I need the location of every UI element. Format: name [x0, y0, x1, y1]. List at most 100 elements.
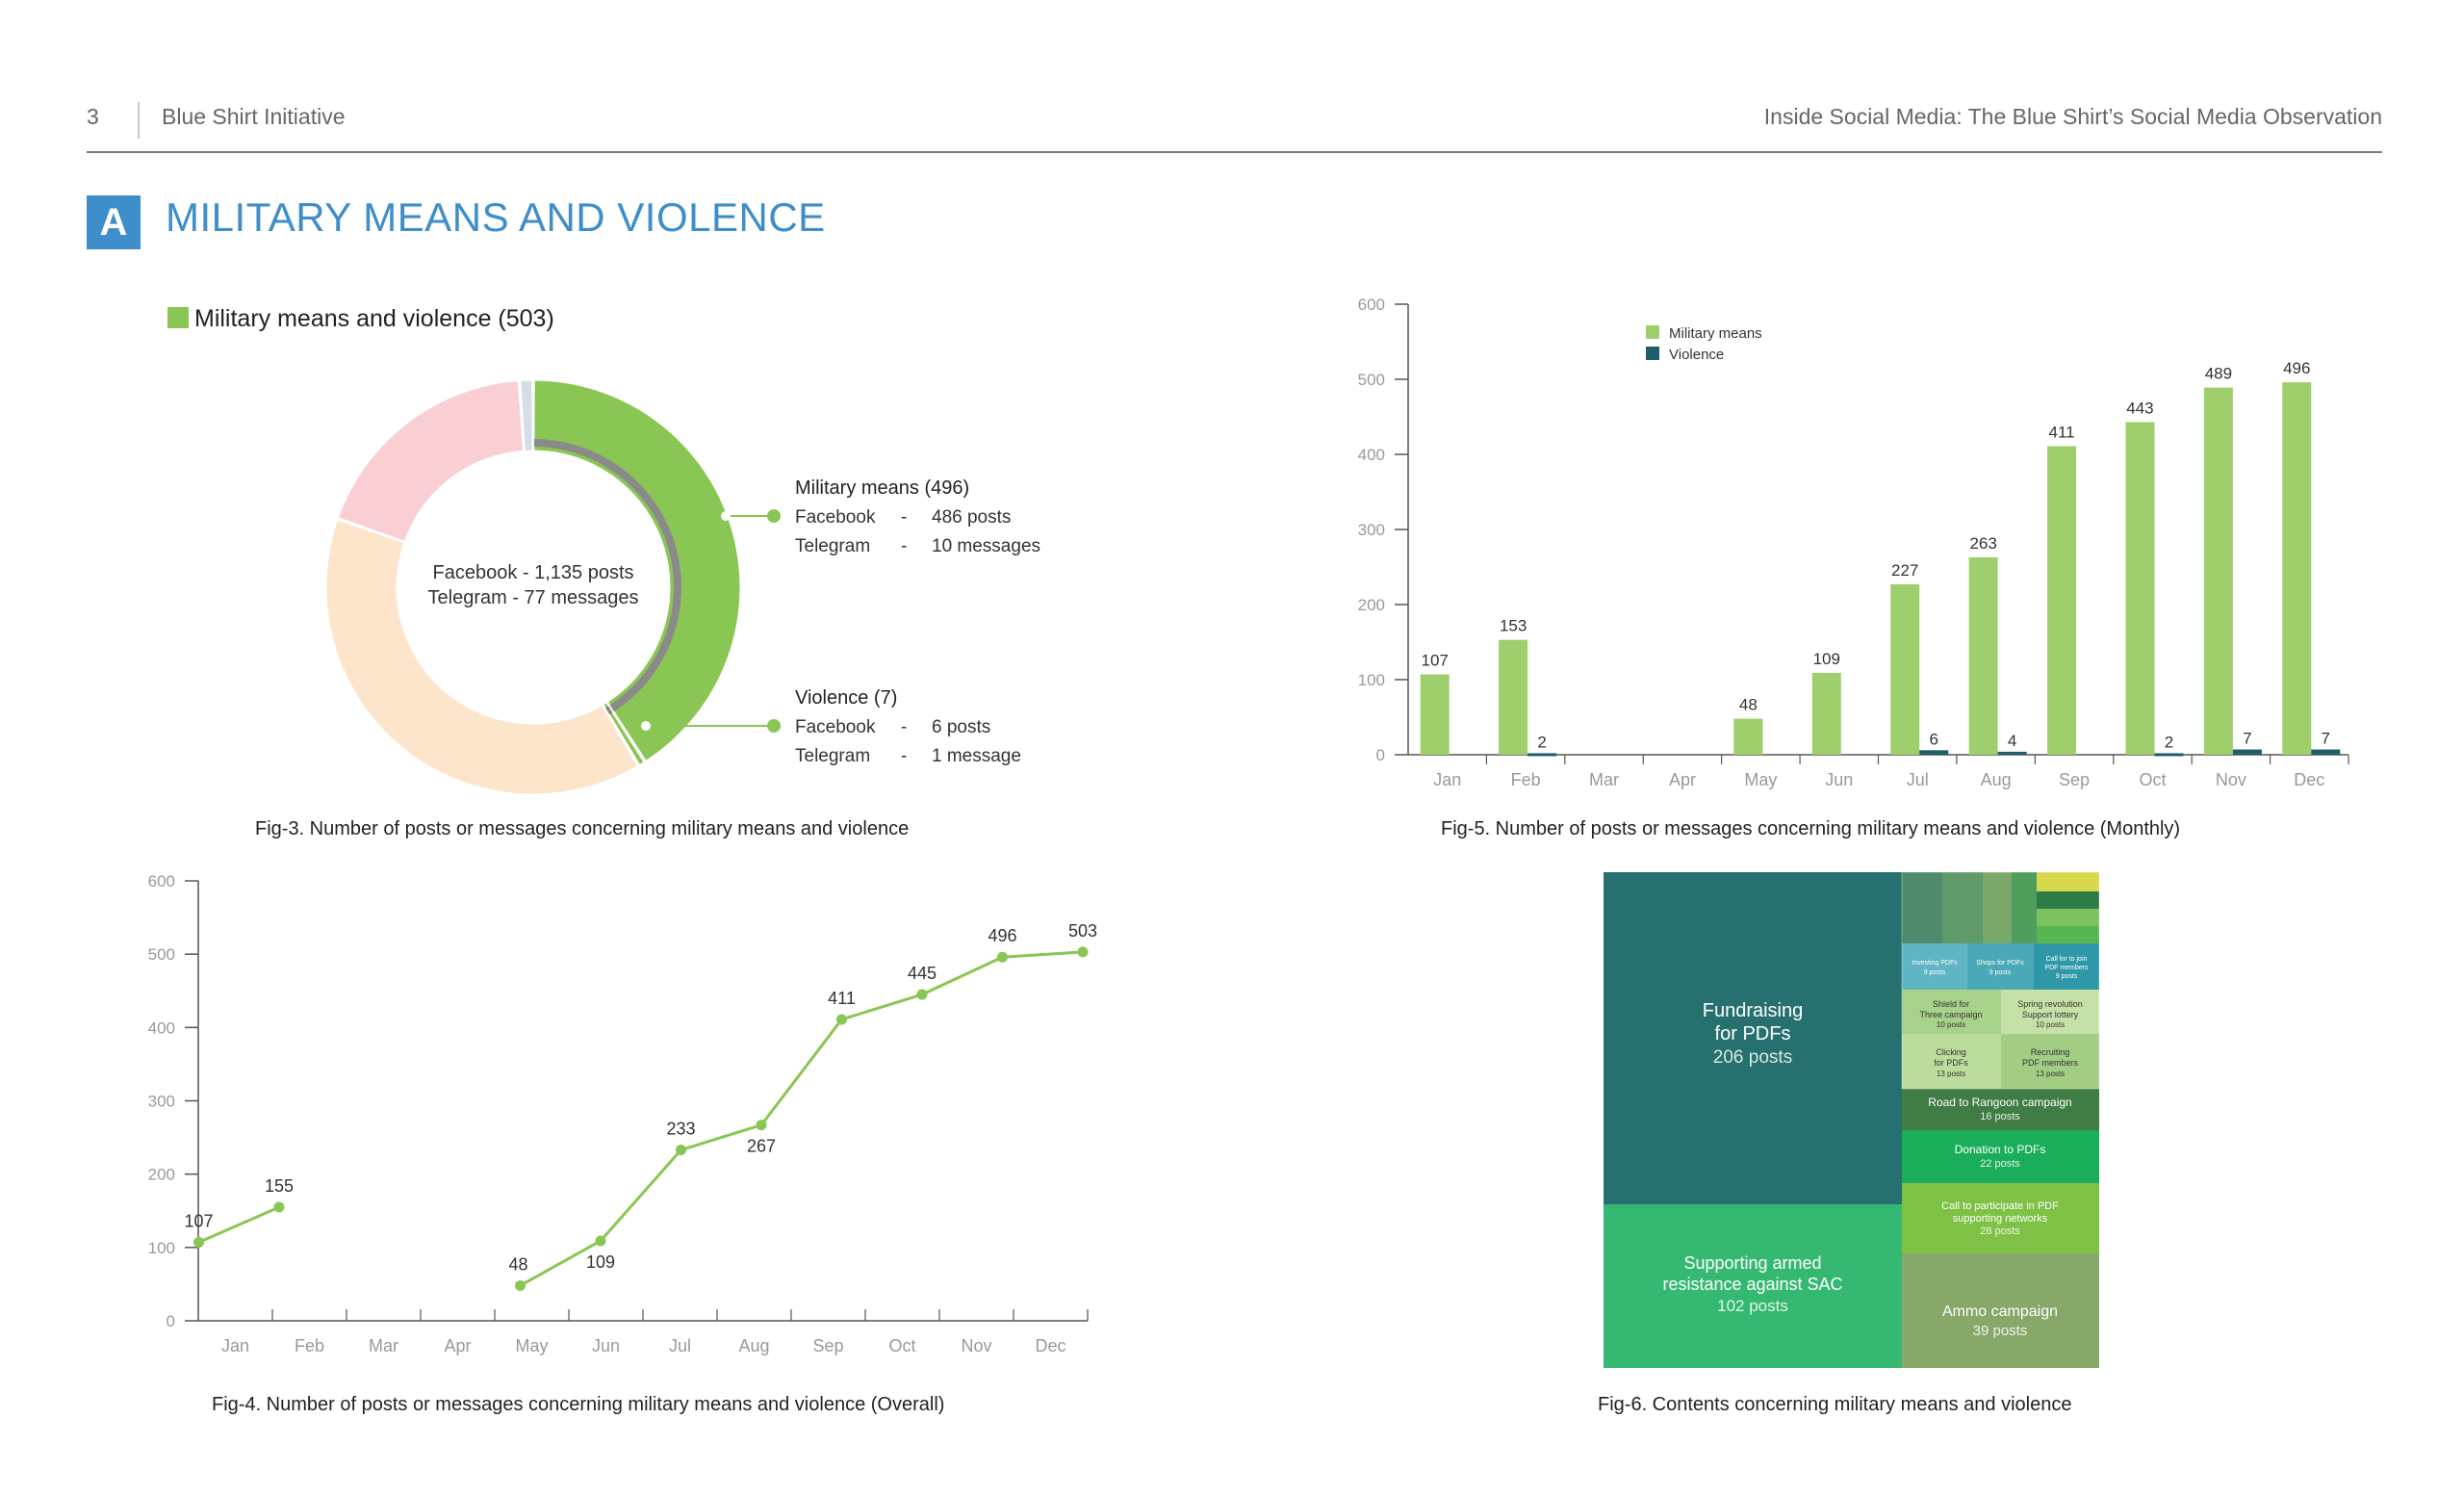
fig5-bar-label-military: 489 — [2205, 365, 2232, 383]
fig3-annot-violence-title: Violence (7) — [795, 687, 897, 709]
tile-clicking-value: 13 posts — [1937, 1070, 1965, 1078]
fig3-dot-violence-end — [767, 719, 781, 733]
x-tick-label: Sep — [2059, 770, 2090, 789]
fig5-legend-swatch-violence — [1646, 347, 1659, 360]
tile-small-5 — [2037, 872, 2099, 891]
fig5-bar-military — [1499, 639, 1528, 755]
x-tick-label: May — [515, 1336, 548, 1355]
org-name: Blue Shirt Initiative — [162, 104, 346, 129]
fig3-center-line-2: Telegram - 77 messages — [428, 587, 639, 608]
tile-lottery-label-2: Support lottery — [2022, 1010, 2079, 1019]
tile-recruiting-label-2: PDF members — [2022, 1058, 2079, 1068]
fig3-dot-violence — [641, 721, 651, 731]
tile-road-label: Road to Rangoon campaign — [1928, 1096, 2071, 1109]
y-tick-label: 100 — [1358, 671, 1385, 689]
y-tick-label: 500 — [1358, 371, 1385, 389]
fig4-point-label: 109 — [586, 1252, 615, 1272]
fig3-annot-military-fb: Facebook — [795, 507, 876, 528]
tile-call-value: 28 posts — [1980, 1225, 2020, 1237]
tile-supporting-value: 102 posts — [1717, 1297, 1788, 1315]
tile-outline — [1901, 871, 2100, 1090]
fig3-annot-violence-tg-value: 1 message — [932, 746, 1021, 766]
x-tick-label: Jan — [221, 1336, 249, 1355]
fig4-point — [916, 989, 928, 1000]
tile-small-3 — [1983, 872, 2012, 943]
fig5-bar-label-violence: 7 — [2243, 730, 2251, 748]
fig3-annot-violence-tg: Telegram — [795, 746, 870, 766]
fig5-bar-label-violence: 2 — [1537, 733, 1546, 751]
fig5-bar-military — [1420, 674, 1450, 755]
fig4-axes: 0 100 200 300 400 500 600 Jan Feb Mar Apr May Jun Jul… — [148, 872, 1089, 1355]
tile-fundraising-value: 206 posts — [1713, 1047, 1792, 1068]
fig3-annot-violence-fb: Facebook — [795, 717, 876, 737]
x-tick-label: Jun — [592, 1336, 620, 1355]
x-tick-label: Aug — [738, 1336, 769, 1355]
fig5-caption: Fig-5. Number of posts or messages conce… — [1441, 818, 2181, 839]
fig5-bar-violence — [2154, 753, 2184, 757]
y-tick-label: 200 — [148, 1166, 175, 1184]
fig5-bar-violence — [1527, 753, 1557, 757]
tile-shops-label: Shops for PDFs — [1976, 960, 2024, 967]
fig4-series-line — [197, 1205, 280, 1244]
fig3-slice-2 — [325, 519, 638, 795]
x-tick-label: Dec — [1035, 1336, 1065, 1355]
y-tick-label: 500 — [148, 945, 175, 964]
fig5-bar-label-military: 153 — [1500, 617, 1527, 635]
x-tick-label: Apr — [1669, 770, 1696, 789]
x-tick-label: Mar — [369, 1336, 398, 1355]
header-separator — [138, 102, 140, 139]
tile-small-2 — [1942, 872, 1983, 943]
fig5-bar-label-violence: 6 — [1929, 730, 1938, 748]
fig4-line: 107 155 48 109 233 267 411 445 496 503 — [184, 921, 1097, 1291]
x-tick-label: Mar — [1589, 770, 1619, 789]
page-number: 3 — [87, 104, 99, 129]
fig5-bar-violence — [2311, 749, 2341, 755]
tile-shops-value: 9 posts — [1989, 969, 2012, 976]
fig3-slice-3 — [337, 380, 525, 542]
fig5-bar-violence — [1997, 751, 2027, 755]
tile-lottery — [2001, 990, 2099, 1034]
tile-shops — [1967, 943, 2034, 990]
fig4-point-label: 48 — [508, 1254, 527, 1274]
tile-fundraising-label-1: Fundraising — [1703, 1000, 1804, 1021]
fig5-bar-label-military: 496 — [2283, 359, 2310, 377]
tile-small-4 — [2012, 872, 2037, 943]
x-tick-label: Jul — [1907, 770, 1929, 789]
fig4-point-label: 503 — [1068, 921, 1097, 941]
tile-supporting — [1604, 1204, 1902, 1368]
header-rule — [87, 151, 2382, 153]
fig3-annot-dash: - — [901, 746, 907, 766]
fig4-point — [997, 951, 1008, 963]
fig5-bar-military — [1733, 718, 1763, 755]
fig4-point-label: 411 — [828, 989, 856, 1008]
tile-recruiting-label-1: Recruiting — [2031, 1047, 2070, 1057]
fig3-caption: Fig-3. Number of posts or messages conce… — [255, 818, 910, 839]
tile-donation-value: 22 posts — [1980, 1158, 2020, 1170]
fig4-point-label: 233 — [666, 1120, 695, 1139]
fig3-slices — [325, 379, 741, 795]
fig5-bar-label-violence: 7 — [2322, 730, 2330, 748]
tile-donation — [1902, 1130, 2099, 1183]
tile-small-1 — [1902, 872, 1942, 943]
fig6-caption: Fig-6. Contents concerning military mean… — [1598, 1394, 2072, 1415]
x-tick-label: Nov — [2216, 770, 2246, 789]
fig4-point — [676, 1145, 686, 1156]
fig3-slice-0 — [533, 379, 741, 761]
fig5-bar-violence — [2232, 749, 2262, 755]
fig5-bar-military — [2125, 422, 2155, 755]
fig5-bar-label-military: 411 — [2048, 423, 2074, 441]
fig3-donut-chart: Military means and violence (503) Facebo… — [167, 305, 1040, 795]
tile-investing-label: Investing PDFs — [1912, 960, 1958, 967]
x-tick-label: Oct — [2139, 770, 2166, 789]
tile-shield-label-2: Three campaign — [1919, 1010, 1982, 1019]
y-tick-label: 300 — [1358, 521, 1385, 539]
fig6-treemap: Fundraising for PDFs 206 posts Supportin… — [1604, 871, 2100, 1368]
tile-shield-label-1: Shield for — [1933, 999, 1969, 1009]
tile-clicking-label-2: for PDFs — [1934, 1058, 1968, 1068]
x-tick-label: Jun — [1825, 770, 1853, 789]
fig4-point — [595, 1235, 606, 1247]
x-tick-label: May — [1744, 770, 1777, 789]
fig4-caption: Fig-4. Number of posts or messages conce… — [212, 1394, 945, 1415]
fig4-point — [193, 1237, 204, 1249]
fig4-point-label: 155 — [265, 1176, 294, 1196]
